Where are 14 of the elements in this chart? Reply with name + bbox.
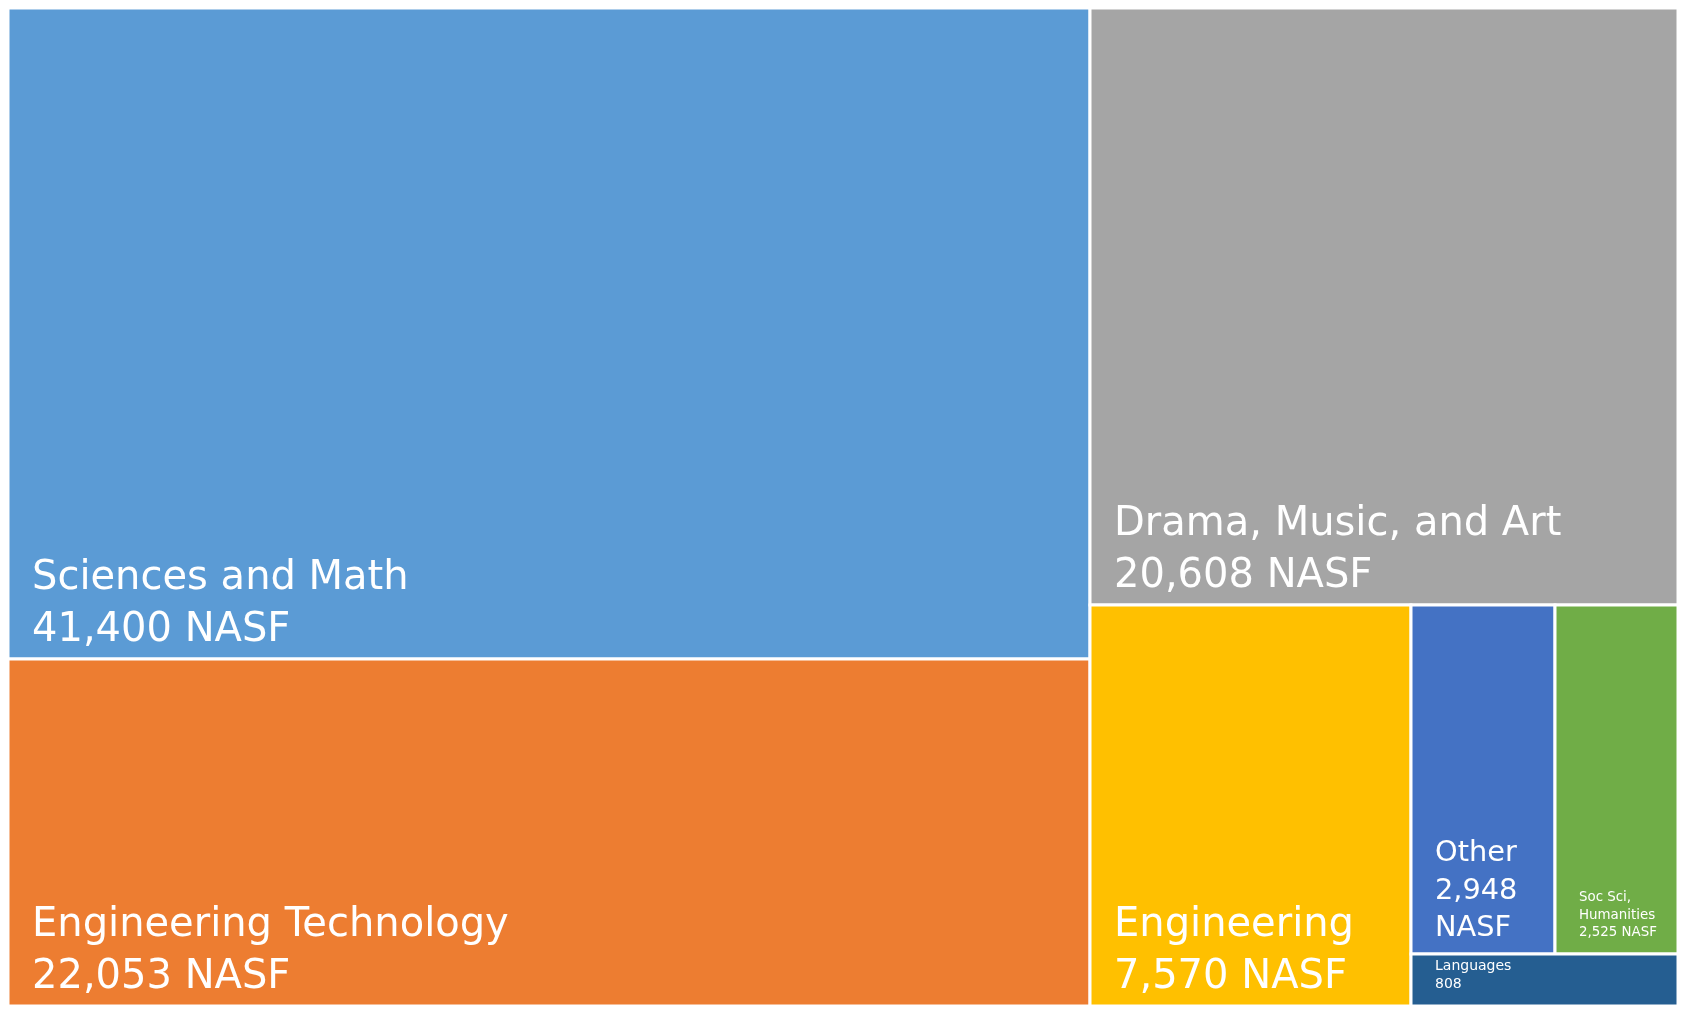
- category-label: Engineering Technology: [32, 899, 509, 945]
- data-label: 2,948 NASF: [1435, 871, 1518, 943]
- data-label: 7,570 NASF: [1114, 951, 1347, 997]
- data-label: 808: [1435, 975, 1462, 991]
- data-label: 22,053 NASF: [32, 951, 291, 997]
- category-label: Engineering: [1114, 899, 1354, 945]
- data-label: 41,400 NASF: [32, 604, 291, 650]
- category-label: Other: [1435, 834, 1517, 869]
- data-label: 20,608 NASF: [1114, 550, 1373, 596]
- category-label: Sciences and Math: [32, 552, 409, 598]
- category-label: Languages: [1435, 956, 1512, 973]
- category-label: Drama, Music, and Art: [1114, 498, 1562, 544]
- data-label: 2,525 NASF: [1579, 924, 1657, 939]
- category-label: Soc Sci, Humanities: [1579, 889, 1656, 922]
